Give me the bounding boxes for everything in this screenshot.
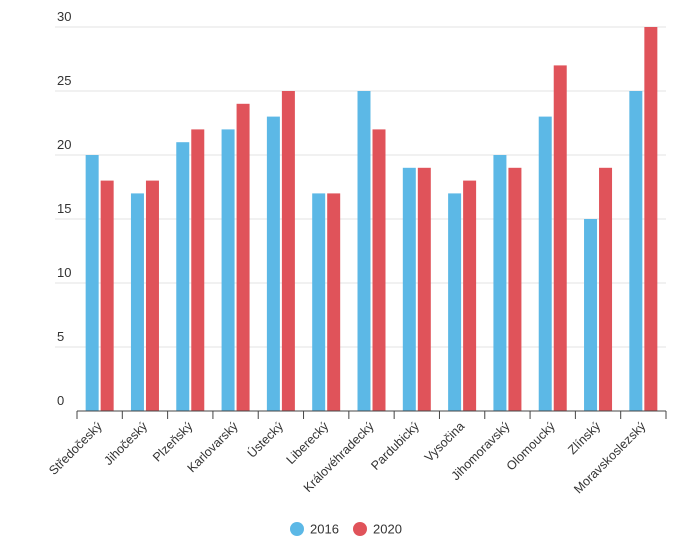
legend-marker-2016 [290,522,304,536]
legend-marker-2020 [353,522,367,536]
bar-2020 [553,65,567,412]
bar-2016 [584,219,598,411]
bar-2020 [327,193,341,411]
y-tick-label: 10 [57,265,71,280]
bar-2016 [266,116,280,411]
bar-2016 [402,167,416,411]
y-tick-label: 15 [57,201,71,216]
x-category-label: Jihočeský [101,419,150,468]
bar-2016 [448,193,462,411]
y-tick-label: 25 [57,73,71,88]
bar-2020 [236,103,250,412]
bar-2016 [357,91,371,411]
x-category-label: Ústecký [244,418,287,461]
bar-2020 [100,180,114,411]
x-category-label: Zlínský [565,419,603,457]
bars [85,27,658,412]
bar-2016 [85,155,99,411]
bar-2020 [599,167,613,411]
y-tick-label: 0 [57,393,64,408]
x-category-label: Liberecký [284,419,332,467]
bar-2020 [644,27,658,411]
legend-label: 2016 [310,522,339,537]
x-category-label: Plzeňský [150,419,196,465]
y-tick-label: 30 [57,9,71,24]
y-tick-label: 5 [57,329,64,344]
bar-2020 [372,129,386,411]
x-category-label: Středočeský [46,419,105,478]
bar-2016 [221,129,235,411]
x-category-label: Vysočina [422,419,467,464]
legend: 2016 2020 [290,522,402,537]
x-category-label: Olomoucký [504,419,559,474]
y-axis-ticks: 0 5 10 15 20 25 30 [57,9,71,408]
bar-2016 [130,193,144,411]
bar-2020 [417,167,431,411]
bar-2016 [629,91,643,411]
bar-2020 [281,91,295,411]
bar-2016 [493,155,507,411]
x-category-label: Pardubický [368,419,422,473]
y-tick-label: 20 [57,137,71,152]
bar-2016 [176,142,190,411]
bar-2016 [312,193,326,411]
bar-2016 [538,116,552,411]
bar-2020 [463,180,477,411]
bar-2020 [191,129,205,411]
bar-2020 [508,167,522,411]
bar-2020 [145,180,159,411]
legend-label: 2020 [373,522,402,537]
